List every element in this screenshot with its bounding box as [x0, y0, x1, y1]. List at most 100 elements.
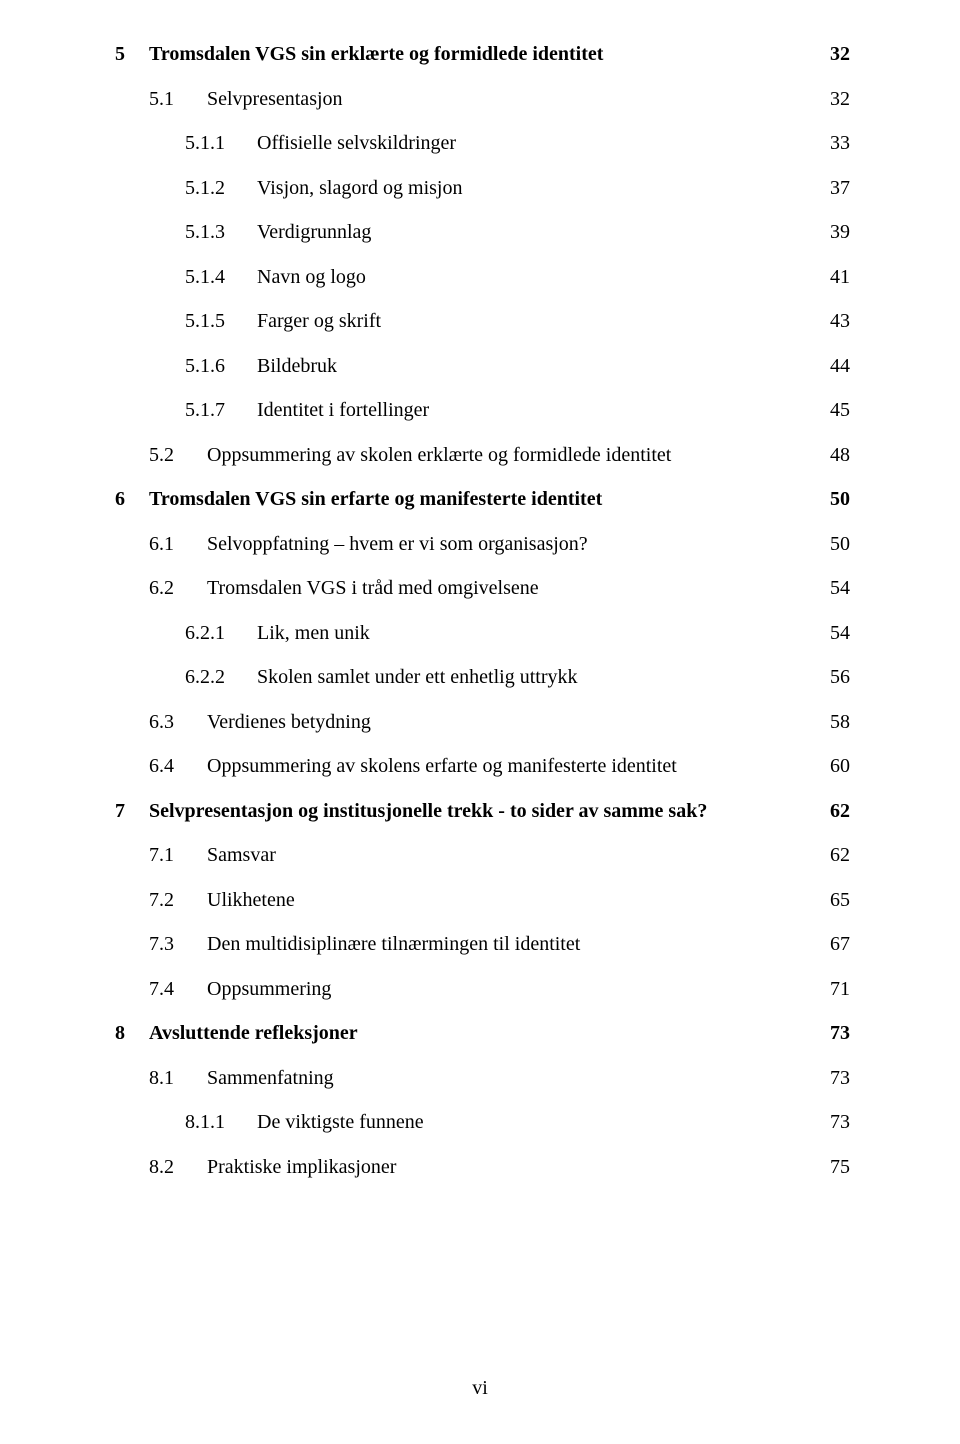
toc-entry-page: 45 [822, 400, 850, 420]
toc-entry: 5.1.2Visjon, slagord og misjon37 [115, 178, 850, 198]
toc-entry-number: 8.1.1 [185, 1112, 257, 1132]
toc-entry-page: 50 [822, 489, 850, 509]
toc-entry: 6.4Oppsummering av skolens erfarte og ma… [115, 756, 850, 776]
toc-entry-page: 67 [822, 934, 850, 954]
toc-entry-title: Navn og logo [257, 267, 366, 287]
toc-entry-title: Verdigrunnlag [257, 222, 371, 242]
toc-entry-number: 7.2 [149, 890, 207, 910]
toc-entry-page: 54 [822, 623, 850, 643]
toc-entry-title: Tromsdalen VGS sin erklærte og formidled… [149, 44, 603, 64]
toc-entry-title: Verdienes betydning [207, 712, 371, 732]
toc-entry-number: 6.2.2 [185, 667, 257, 687]
toc-entry-number: 5.1 [149, 89, 207, 109]
toc-entry-page: 43 [822, 311, 850, 331]
toc-entry-title: Lik, men unik [257, 623, 370, 643]
toc-entry-title: Offisielle selvskildringer [257, 133, 456, 153]
toc-entry-number: 6 [115, 489, 149, 509]
toc-entry-number: 5.1.1 [185, 133, 257, 153]
toc-entry: 8.1.1De viktigste funnene 73 [115, 1112, 850, 1132]
toc-entry-page: 44 [822, 356, 850, 376]
toc-entry-title: Selvpresentasjon og institusjonelle trek… [149, 801, 707, 821]
toc-entry: 5.1Selvpresentasjon 32 [115, 89, 850, 109]
toc-entry-page: 48 [822, 445, 850, 465]
toc-entry-title: Ulikhetene [207, 890, 295, 910]
toc-entry-title: Sammenfatning [207, 1068, 334, 1088]
toc-entry-number: 5.1.6 [185, 356, 257, 376]
toc-entry-title: Oppsummering [207, 979, 331, 999]
toc-entry: 5.1.5Farger og skrift43 [115, 311, 850, 331]
toc-entry-page: 32 [822, 89, 850, 109]
toc-entry-number: 6.3 [149, 712, 207, 732]
toc-entry: 7.3Den multidisiplinære tilnærmingen til… [115, 934, 850, 954]
toc-entry: 6.1Selvoppfatning – hvem er vi som organ… [115, 534, 850, 554]
toc-entry-title: De viktigste funnene [257, 1112, 424, 1132]
toc-entry-page: 62 [822, 845, 850, 865]
toc-entry-page: 65 [822, 890, 850, 910]
toc-entry-number: 7 [115, 801, 149, 821]
toc-entry-number: 6.4 [149, 756, 207, 776]
toc-entry-page: 54 [822, 578, 850, 598]
toc-entry: 8.1Sammenfatning 73 [115, 1068, 850, 1088]
toc-entry-title: Tromsdalen VGS sin erfarte og manifester… [149, 489, 602, 509]
toc-entry-number: 5.1.2 [185, 178, 257, 198]
toc-entry-page: 56 [822, 667, 850, 687]
toc-entry-page: 41 [822, 267, 850, 287]
toc-entry-title: Praktiske implikasjoner [207, 1157, 396, 1177]
toc-entry-page: 60 [822, 756, 850, 776]
toc-entry-number: 7.1 [149, 845, 207, 865]
toc-entry-title: Farger og skrift [257, 311, 381, 331]
toc-entry: 6.2Tromsdalen VGS i tråd med omgivelsene… [115, 578, 850, 598]
toc-entry: 5.1.3Verdigrunnlag 39 [115, 222, 850, 242]
toc-entry: 5.1.4Navn og logo 41 [115, 267, 850, 287]
toc-entry-page: 75 [822, 1157, 850, 1177]
toc-entry-title: Selvoppfatning – hvem er vi som organisa… [207, 534, 588, 554]
toc-entry-number: 5 [115, 44, 149, 64]
toc-entry-title: Oppsummering av skolen erklærte og formi… [207, 445, 671, 465]
toc-entry-number: 6.1 [149, 534, 207, 554]
toc-entry: 5.1.7Identitet i fortellinger 45 [115, 400, 850, 420]
toc-entry-title: Skolen samlet under ett enhetlig uttrykk [257, 667, 578, 687]
toc-entry-title: Selvpresentasjon [207, 89, 343, 109]
toc-entry: 7.2Ulikhetene 65 [115, 890, 850, 910]
toc-entry: 8Avsluttende refleksjoner 73 [115, 1023, 850, 1043]
toc-entry-page: 71 [822, 979, 850, 999]
toc-entry: 5Tromsdalen VGS sin erklærte og formidle… [115, 44, 850, 64]
toc-entry-number: 8 [115, 1023, 149, 1043]
toc-entry-page: 73 [822, 1112, 850, 1132]
toc-entry-page: 62 [822, 801, 850, 821]
toc-entry-title: Den multidisiplinære tilnærmingen til id… [207, 934, 580, 954]
toc-entry: 7.1Samsvar62 [115, 845, 850, 865]
toc-page: 5Tromsdalen VGS sin erklærte og formidle… [0, 0, 960, 1444]
toc-entry: 7Selvpresentasjon og institusjonelle tre… [115, 801, 850, 821]
toc-entry: 8.2Praktiske implikasjoner 75 [115, 1157, 850, 1177]
toc-entry: 6.2.1Lik, men unik 54 [115, 623, 850, 643]
toc-entry: 6.3Verdienes betydning 58 [115, 712, 850, 732]
toc-entry-title: Bildebruk [257, 356, 337, 376]
toc-entry-title: Tromsdalen VGS i tråd med omgivelsene [207, 578, 539, 598]
toc-entry-number: 6.2.1 [185, 623, 257, 643]
toc-entry: 5.2Oppsummering av skolen erklærte og fo… [115, 445, 850, 465]
toc-entry: 5.1.6Bildebruk 44 [115, 356, 850, 376]
toc-entry-number: 6.2 [149, 578, 207, 598]
toc-entry: 5.1.1Offisielle selvskildringer 33 [115, 133, 850, 153]
toc-entry-page: 32 [822, 44, 850, 64]
toc-entry-number: 5.1.3 [185, 222, 257, 242]
toc-entry-title: Avsluttende refleksjoner [149, 1023, 358, 1043]
toc-entry-title: Visjon, slagord og misjon [257, 178, 462, 198]
toc-entry-page: 39 [822, 222, 850, 242]
toc-entry-title: Oppsummering av skolens erfarte og manif… [207, 756, 677, 776]
toc-entry-number: 8.1 [149, 1068, 207, 1088]
toc-list: 5Tromsdalen VGS sin erklærte og formidle… [115, 44, 850, 1177]
toc-entry: 6Tromsdalen VGS sin erfarte og manifeste… [115, 489, 850, 509]
toc-entry: 7.4Oppsummering 71 [115, 979, 850, 999]
toc-entry-number: 7.4 [149, 979, 207, 999]
toc-entry-page: 73 [822, 1068, 850, 1088]
toc-entry-number: 5.1.7 [185, 400, 257, 420]
toc-entry-page: 58 [822, 712, 850, 732]
toc-entry-title: Identitet i fortellinger [257, 400, 429, 420]
toc-entry-page: 33 [822, 133, 850, 153]
toc-entry-page: 73 [822, 1023, 850, 1043]
page-number-footer: vi [0, 1377, 960, 1400]
toc-entry-number: 8.2 [149, 1157, 207, 1177]
toc-entry-number: 5.1.4 [185, 267, 257, 287]
